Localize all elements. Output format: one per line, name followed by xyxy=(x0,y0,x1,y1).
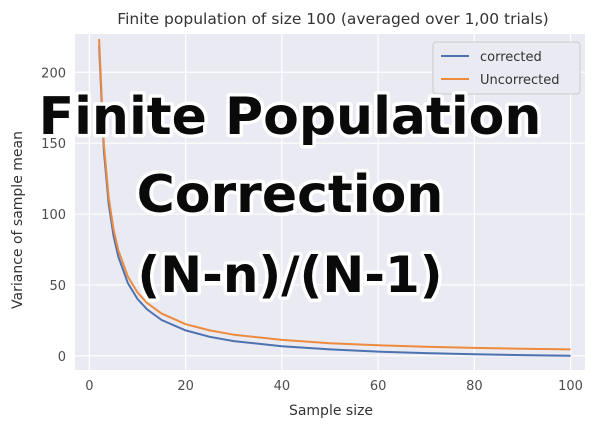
x-tick-label: 100 xyxy=(558,379,583,394)
chart-title: Finite population of size 100 (averaged … xyxy=(117,10,548,28)
y-tick-label: 50 xyxy=(49,279,66,294)
x-tick-label: 0 xyxy=(85,379,93,394)
series-line-uncorrected xyxy=(98,39,571,351)
y-axis-label: Variance of sample mean xyxy=(10,131,26,309)
legend-label-corrected: corrected xyxy=(480,50,542,65)
x-tick-label: 40 xyxy=(274,379,291,394)
legend-label-uncorrected: Uncorrected xyxy=(480,73,560,88)
y-tick-label: 150 xyxy=(41,137,66,152)
legend-box xyxy=(432,41,581,95)
x-axis-label: Sample size xyxy=(289,403,373,419)
series-line-corrected xyxy=(98,45,571,357)
series-lines xyxy=(98,39,571,357)
x-tick-label: 20 xyxy=(177,379,194,394)
overlay-line-2: Correction xyxy=(137,165,444,225)
y-tick-label: 0 xyxy=(58,350,66,365)
y-tick-label: 200 xyxy=(41,66,66,81)
x-tick-label: 60 xyxy=(370,379,387,394)
tick-labels: 0 20 40 60 80 100 0 50 100 150 200 xyxy=(41,66,583,394)
overlay-line-3: (N-n)/(N-1) xyxy=(137,246,442,304)
y-tick-label: 100 xyxy=(41,208,66,223)
overlay-line-1: Finite Population xyxy=(39,87,542,147)
x-tick-label: 80 xyxy=(466,379,483,394)
overlay-text: Finite Population Correction (N-n)/(N-1) xyxy=(35,84,545,308)
legend: corrected Uncorrected xyxy=(432,41,581,95)
